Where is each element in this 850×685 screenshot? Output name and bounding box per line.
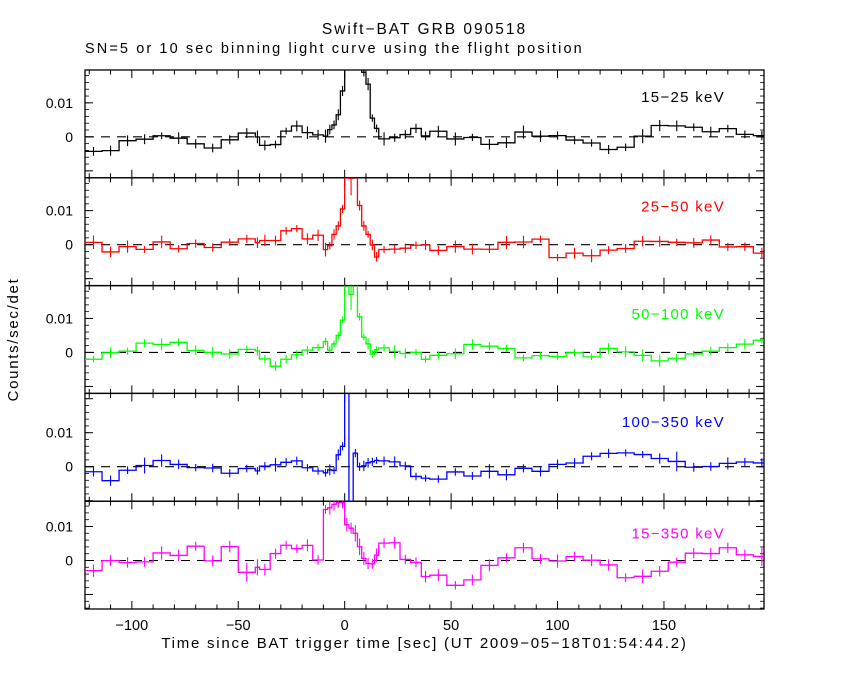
svg-text:100: 100 — [545, 618, 569, 634]
svg-text:0.01: 0.01 — [46, 203, 73, 219]
svg-text:0.01: 0.01 — [46, 95, 73, 111]
svg-text:0: 0 — [65, 344, 73, 360]
svg-text:25−50 keV: 25−50 keV — [641, 198, 725, 215]
svg-text:0.01: 0.01 — [46, 310, 73, 326]
svg-text:0: 0 — [65, 552, 73, 568]
svg-text:0: 0 — [341, 618, 349, 634]
svg-text:0: 0 — [65, 237, 73, 253]
svg-text:0: 0 — [65, 459, 73, 475]
svg-text:0: 0 — [65, 129, 73, 145]
svg-text:−100: −100 — [115, 618, 148, 634]
svg-text:Time since BAT trigger time [s: Time since BAT trigger time [sec] (UT 20… — [161, 635, 687, 652]
svg-text:15−350 keV: 15−350 keV — [632, 525, 726, 542]
svg-text:150: 150 — [652, 618, 676, 634]
svg-text:Counts/sec/det: Counts/sec/det — [5, 278, 22, 402]
svg-text:Swift−BAT GRB 090518: Swift−BAT GRB 090518 — [322, 21, 527, 38]
svg-text:50−100 keV: 50−100 keV — [632, 306, 726, 323]
svg-text:0.01: 0.01 — [46, 425, 73, 441]
svg-text:−50: −50 — [226, 618, 251, 634]
svg-text:0.01: 0.01 — [46, 518, 73, 534]
svg-text:15−25 keV: 15−25 keV — [641, 89, 725, 106]
svg-text:SN=5 or 10 sec binning light c: SN=5 or 10 sec binning light curve using… — [85, 41, 584, 57]
svg-text:100−350 keV: 100−350 keV — [622, 414, 725, 431]
svg-text:50: 50 — [443, 618, 459, 634]
